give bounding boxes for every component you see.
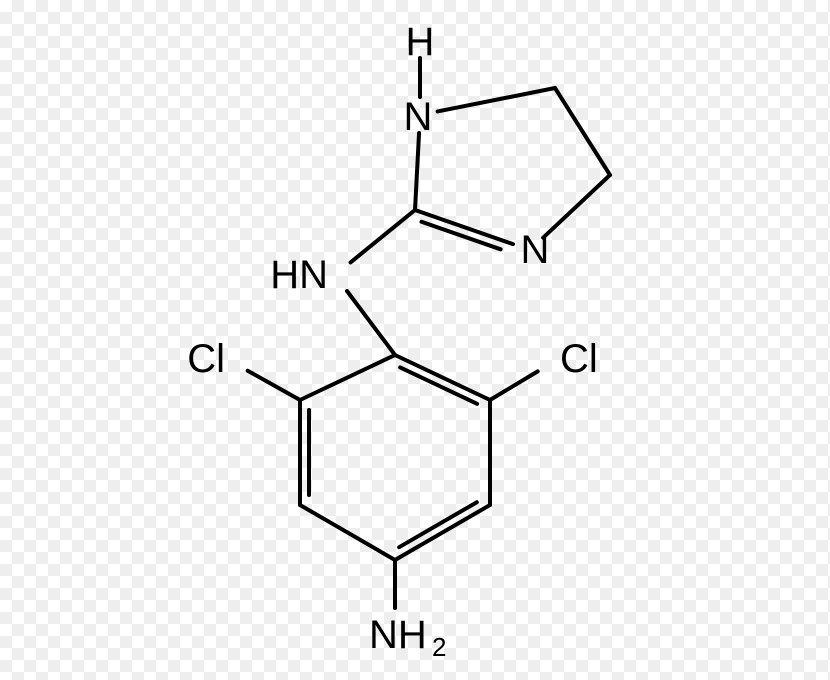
- bond-line: [400, 367, 477, 403]
- atom-label-Cl_right: Cl: [560, 337, 598, 381]
- atom-label-N_ring: N: [404, 95, 433, 139]
- molecule-diagram: HNNHNClClNH2: [0, 0, 830, 680]
- atom-label-HN: HN: [270, 253, 328, 297]
- bond-line: [399, 502, 477, 547]
- bond-line: [347, 291, 395, 355]
- bond-line: [300, 505, 395, 560]
- bond-line: [555, 88, 610, 175]
- atom-label-NH_sub: 2: [432, 632, 446, 662]
- atom-label-H_top: H: [406, 20, 435, 64]
- bonds-layer: [248, 58, 610, 608]
- atom-label-N_imine: N: [521, 228, 550, 272]
- bond-line: [395, 355, 490, 400]
- bond-line: [351, 210, 415, 262]
- atom-label-NH: NH: [369, 613, 427, 657]
- bond-line: [248, 371, 300, 400]
- bond-line: [415, 210, 513, 244]
- labels-layer: HNNHNClClNH2: [187, 20, 598, 662]
- bond-line: [415, 133, 419, 210]
- bond-line: [300, 355, 395, 400]
- bond-line: [395, 505, 490, 560]
- atom-label-Cl_left: Cl: [187, 337, 225, 381]
- bond-line: [543, 175, 610, 238]
- bond-line: [490, 371, 538, 400]
- bond-line: [438, 88, 555, 111]
